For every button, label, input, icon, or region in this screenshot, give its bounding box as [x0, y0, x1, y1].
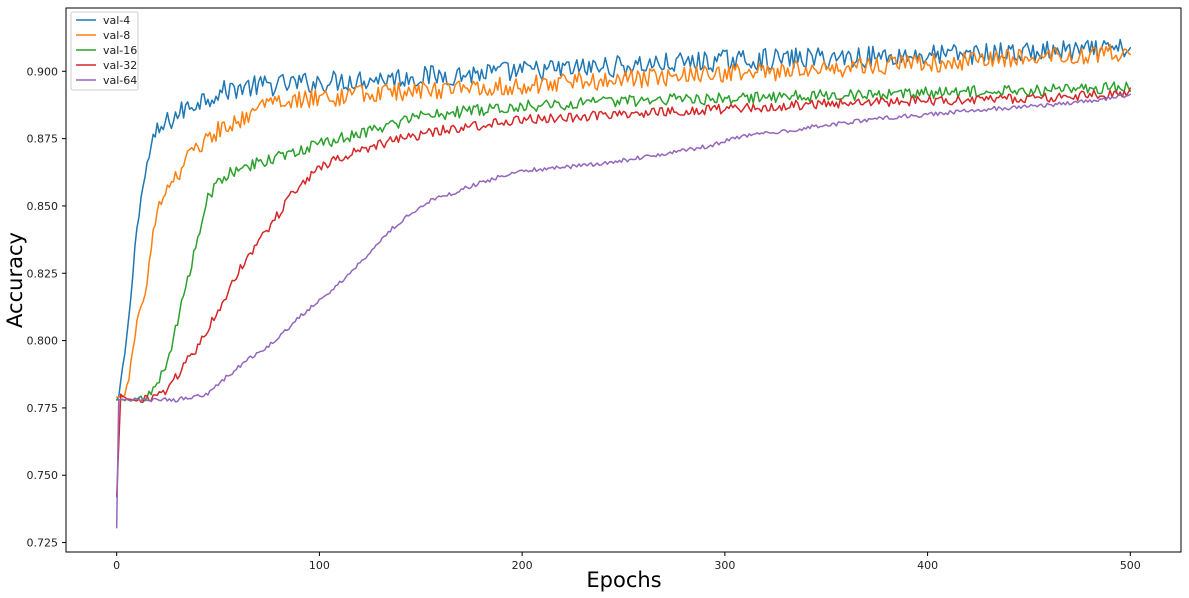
series-line-val-64: [115, 93, 1132, 529]
y-tick-label: 0.900: [27, 65, 59, 78]
series-line-val-16: [115, 81, 1132, 402]
x-tick-label: 0: [113, 559, 120, 572]
series-line-val-4: [115, 38, 1132, 401]
legend: val-4 val-8 val-16 val-32 val-64: [70, 11, 139, 91]
x-tick-label: 500: [1120, 559, 1141, 572]
y-tick-label: 0.800: [27, 335, 59, 348]
x-tick-label: 100: [309, 559, 330, 572]
y-tick-label: 0.850: [27, 200, 59, 213]
plot-frame: [65, 7, 1182, 553]
tick-layer: 0 100 200 300 400 500 0.725 0.750 0.775 0.800 0.82…: [27, 65, 1141, 572]
legend-label: val-4: [103, 14, 130, 27]
series-layer: [115, 38, 1132, 529]
legend-box: [70, 11, 139, 91]
y-tick-label: 0.825: [27, 267, 59, 280]
legend-label: val-64: [103, 74, 137, 87]
x-tick-label: 200: [512, 559, 533, 572]
x-tick-label: 300: [714, 559, 735, 572]
y-axis-label: Accuracy: [3, 232, 27, 328]
x-axis-label: Epochs: [586, 568, 661, 592]
legend-label: val-32: [103, 59, 137, 72]
y-tick-label: 0.875: [27, 133, 59, 146]
series-line-val-8: [115, 43, 1132, 398]
y-tick-label: 0.775: [27, 402, 59, 415]
legend-label: val-16: [103, 44, 137, 57]
y-tick-label: 0.750: [27, 469, 59, 482]
x-tick-label: 400: [917, 559, 938, 572]
series-line-val-32: [115, 87, 1132, 498]
y-tick-label: 0.725: [27, 537, 59, 550]
legend-label: val-8: [103, 29, 130, 42]
